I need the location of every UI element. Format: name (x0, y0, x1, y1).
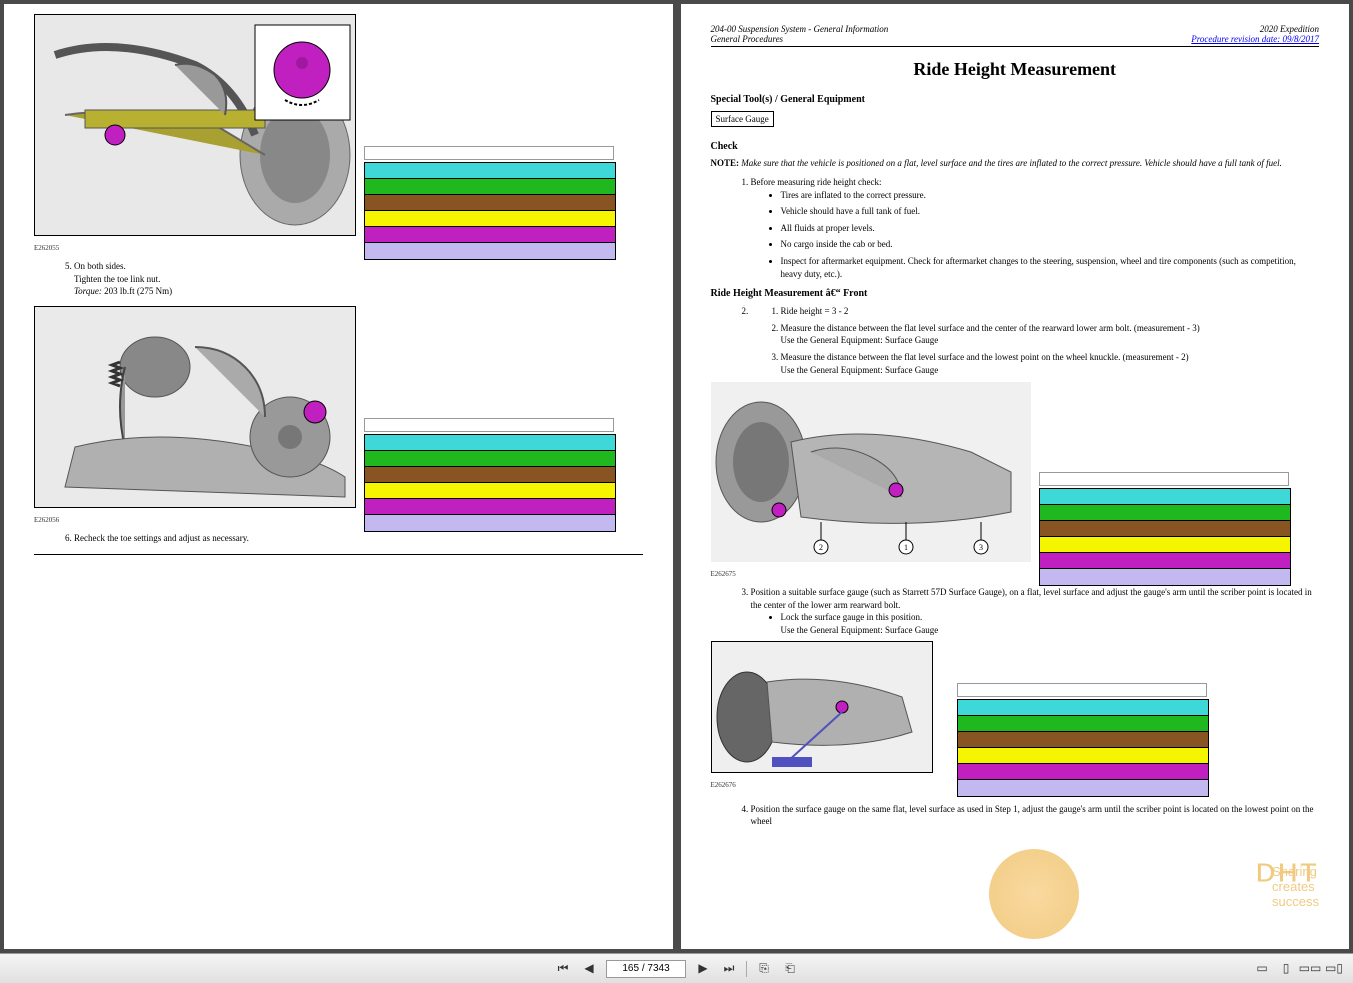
page-number-input[interactable] (606, 960, 686, 978)
legend-input (364, 418, 614, 432)
figure-1 (34, 14, 356, 236)
pdf-viewer: E262055 On both sides. Tighten the toe l… (0, 0, 1353, 983)
legend-bar (365, 227, 615, 243)
pages-container: E262055 On both sides. Tighten the toe l… (0, 0, 1353, 953)
legend-bar (1040, 521, 1290, 537)
legend-bar (365, 483, 615, 499)
sub-step: Ride height = 3 - 2 (781, 305, 1320, 318)
bullet-item: Inspect for aftermarket equipment. Check… (781, 255, 1320, 280)
legend-bar (365, 195, 615, 211)
front-steps-4: Position the surface gauge on the same f… (751, 803, 1320, 828)
pdf-toolbar: ⏮ ◀ ▶ ⏭ ⎘ ⎗ ▭ ▯ ▭▭ ▭▯ (0, 953, 1353, 983)
revision-link[interactable]: Procedure revision date: 09/8/2017 (1191, 34, 1319, 44)
view-continuous-button[interactable]: ▯ (1277, 960, 1295, 978)
page-title: Ride Height Measurement (711, 59, 1320, 80)
header-section: 204-00 Suspension System - General Infor… (711, 24, 889, 34)
page-left: E262055 On both sides. Tighten the toe l… (4, 4, 673, 949)
header-vehicle: 2020 Expedition (1191, 24, 1319, 34)
page-right: 204-00 Suspension System - General Infor… (681, 4, 1350, 949)
page-header: 204-00 Suspension System - General Infor… (711, 24, 1320, 47)
legend-bar (365, 515, 615, 531)
legend-bar (365, 435, 615, 451)
front-heading: Ride Height Measurement â€“ Front (711, 288, 1320, 299)
legend-bar (365, 243, 615, 259)
view-single-button[interactable]: ▭ (1253, 960, 1271, 978)
color-legend-r2 (957, 683, 1209, 797)
figure-2-label: E262056 (34, 516, 356, 524)
legend-bar (365, 467, 615, 483)
legend-bar (1040, 537, 1290, 553)
legend-bar (958, 780, 1208, 796)
note: NOTE: Make sure that the vehicle is posi… (711, 158, 1320, 168)
svg-text:2: 2 (819, 543, 823, 552)
legend-bar (365, 163, 615, 179)
legend-bar (365, 179, 615, 195)
legend-input (364, 146, 614, 160)
legend-bar (1040, 569, 1290, 585)
figure-r1: 2 1 3 (711, 382, 1031, 562)
figure-2 (34, 306, 356, 508)
legend-bar (1040, 553, 1290, 569)
figure-r2-label: E262676 (711, 781, 933, 789)
color-legend-1 (364, 146, 616, 260)
bullet-item: No cargo inside the cab or bed. (781, 238, 1320, 251)
steps-left: On both sides. Tighten the toe link nut.… (74, 260, 643, 298)
legend-bar (958, 716, 1208, 732)
figure-r2 (711, 641, 933, 773)
check-step-1: Before measuring ride height check: Tire… (751, 176, 1320, 280)
legend-bar (958, 700, 1208, 716)
front-step-4: Position the surface gauge on the same f… (751, 803, 1320, 828)
prev-page-button[interactable]: ◀ (580, 960, 598, 978)
sub-step: Measure the distance between the flat le… (781, 322, 1320, 347)
check-steps: Before measuring ride height check: Tire… (751, 176, 1320, 280)
legend-bar (365, 211, 615, 227)
legend-bar (958, 732, 1208, 748)
view-cover-button[interactable]: ▭▯ (1325, 960, 1343, 978)
color-legend-2 (364, 418, 616, 532)
tool-box: Surface Gauge (711, 111, 774, 127)
legend-input (957, 683, 1207, 697)
svg-text:1: 1 (904, 543, 908, 552)
legend-bar (365, 499, 615, 515)
first-page-button[interactable]: ⏮ (554, 960, 572, 978)
legend-input (1039, 472, 1289, 486)
svg-text:3: 3 (979, 543, 983, 552)
front-step-3: Position a suitable surface gauge (such … (751, 586, 1320, 636)
sub-step: Measure the distance between the flat le… (781, 351, 1320, 376)
steps-left-2: Recheck the toe settings and adjust as n… (74, 532, 643, 545)
tools-heading: Special Tool(s) / General Equipment (711, 94, 1320, 105)
front-step-2: Ride height = 3 - 2 Measure the distance … (751, 305, 1320, 376)
color-legend-r1 (1039, 472, 1291, 586)
legend-bar (958, 764, 1208, 780)
legend-bar (1040, 489, 1290, 505)
legend-bar (958, 748, 1208, 764)
legend-bar (1040, 505, 1290, 521)
last-page-button[interactable]: ⏭ (720, 960, 738, 978)
step-5: On both sides. Tighten the toe link nut.… (74, 260, 643, 298)
front-steps: Ride height = 3 - 2 Measure the distance … (751, 305, 1320, 376)
step-6: Recheck the toe settings and adjust as n… (74, 532, 643, 545)
figure-r1-label: E262675 (711, 570, 1031, 578)
bullet-item: All fluids at proper levels. (781, 222, 1320, 235)
legend-bar (365, 451, 615, 467)
view-facing-button[interactable]: ▭▭ (1301, 960, 1319, 978)
header-subsection: General Procedures (711, 34, 889, 44)
figure-1-label: E262055 (34, 244, 356, 252)
tool-button-1[interactable]: ⎘ (755, 960, 773, 978)
check-heading: Check (711, 141, 1320, 152)
front-steps-3: Position a suitable surface gauge (such … (751, 586, 1320, 636)
next-page-button[interactable]: ▶ (694, 960, 712, 978)
bullet-item: Vehicle should have a full tank of fuel. (781, 205, 1320, 218)
tool-button-2[interactable]: ⎗ (781, 960, 799, 978)
bullet-item: Tires are inflated to the correct pressu… (781, 189, 1320, 202)
